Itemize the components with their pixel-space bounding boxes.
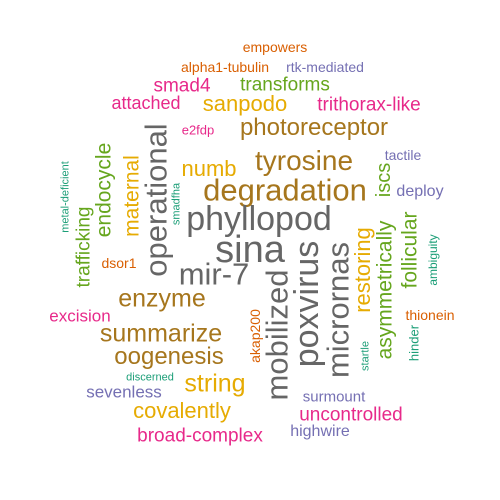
word-deploy: deploy — [396, 183, 444, 200]
word-trithorax-like: trithorax-like — [317, 94, 421, 116]
word-asymmetrically: asymmetrically — [373, 220, 397, 360]
word-tactile: tactile — [384, 147, 422, 163]
word-enzyme: enzyme — [118, 284, 206, 313]
word-empowers: empowers — [242, 39, 308, 55]
word-startle: startle — [359, 341, 372, 371]
word-metal-deficient: metal-deficient — [59, 161, 72, 233]
word-akap200: akap200 — [247, 309, 263, 363]
word-smad4: smad4 — [153, 75, 211, 97]
word-oogenesis: oogenesis — [114, 343, 224, 370]
word-follicular: follicular — [398, 211, 422, 289]
word-endocycle: endocycle — [92, 142, 116, 238]
word-ambiguity: ambiguity — [426, 234, 440, 286]
word-hinder: hinder — [406, 324, 422, 362]
word-sanpodo: sanpodo — [202, 91, 288, 116]
word-operational: operational — [138, 123, 174, 277]
word-surmount: surmount — [302, 388, 366, 406]
word-thionein: thionein — [405, 307, 455, 323]
word-poxvirus: poxvirus — [288, 240, 326, 368]
word-alpha1-tubulin: alpha1-tubulin — [181, 59, 269, 75]
word-mir-7: mir-7 — [178, 256, 250, 292]
word-broad-complex: broad-complex — [137, 425, 263, 447]
word-e2fdp: e2fdp — [181, 122, 215, 138]
word-dsor1: dsor1 — [101, 255, 137, 271]
word-sevenless: sevenless — [86, 382, 162, 402]
word-attached: attached — [111, 93, 181, 113]
word-summarize: summarize — [99, 319, 223, 348]
word-string: string — [184, 369, 246, 398]
word-rtk-mediated: rtk-mediated — [286, 59, 364, 75]
word-highwire: highwire — [290, 423, 350, 440]
word-transforms: transforms — [240, 74, 330, 96]
word-micrornas: micrornas — [320, 241, 356, 379]
word-excision: excision — [49, 306, 111, 326]
word-numb: numb — [181, 156, 237, 181]
word-smadfha: smadfha — [170, 182, 183, 226]
word-tyrosine: tyrosine — [254, 145, 354, 176]
word-degradation: degradation — [203, 172, 367, 208]
word-phyllopod: phyllopod — [186, 200, 332, 238]
word-trafficking: trafficking — [73, 206, 95, 288]
word-sina: sina — [215, 229, 285, 271]
word-discerned: discerned — [126, 371, 174, 384]
word-iscs: iscs — [373, 162, 395, 198]
word-maternal: maternal — [120, 155, 144, 237]
word-uncontrolled: uncontrolled — [299, 404, 403, 426]
word-covalently: covalently — [133, 398, 231, 423]
word-photoreceptor: photoreceptor — [239, 114, 389, 141]
